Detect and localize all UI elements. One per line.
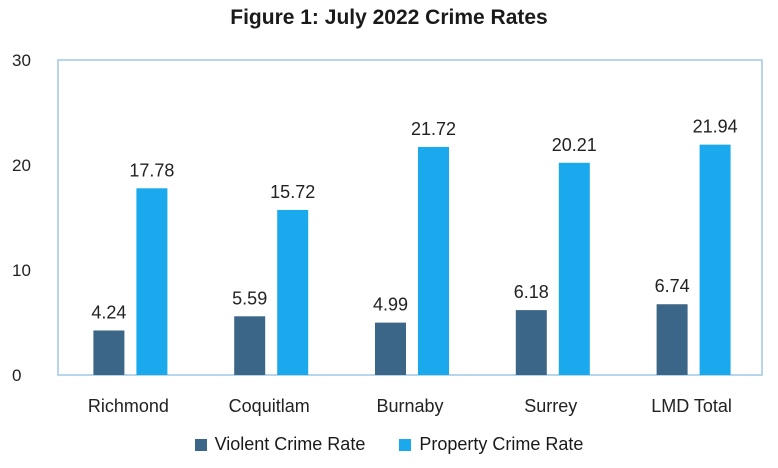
bar-property [418,146,449,375]
chart-title: Figure 1: July 2022 Crime Rates [230,6,548,29]
legend-swatch-property [399,438,412,451]
data-label: 5.59 [232,288,267,308]
bar-violent [234,316,266,375]
bar-violent [656,304,688,375]
data-label: 20.21 [552,135,597,155]
data-label: 21.72 [411,119,456,139]
data-label: 4.99 [373,295,408,315]
x-category-label: LMD Total [651,396,732,416]
bar-property [699,144,731,375]
legend-item-violent: Violent Crime Rate [194,434,366,455]
data-label: 6.74 [655,276,690,296]
data-label: 17.78 [129,160,174,180]
data-label: 4.24 [91,302,126,322]
x-category-label: Coquitlam [229,396,310,416]
bar-violent [375,322,406,375]
y-tick-label: 10 [12,261,31,280]
bar-property [277,209,309,375]
data-label: 15.72 [270,182,315,202]
data-label: 6.18 [514,282,549,302]
y-tick-label: 0 [12,366,21,385]
chart-legend: Violent Crime Rate Property Crime Rate [0,434,778,455]
legend-swatch-violent [194,438,207,451]
y-tick-label: 20 [12,156,31,175]
bar-violent [515,310,547,375]
y-tick-label: 30 [12,51,31,70]
legend-item-property: Property Crime Rate [399,434,583,455]
bar-violent [93,330,125,375]
legend-label-property: Property Crime Rate [419,434,584,454]
bar-property [558,162,590,375]
plot-area [57,59,763,376]
bar-property [136,188,168,375]
data-label: 21.94 [693,117,738,137]
x-category-label: Richmond [88,396,169,416]
bar-chart: 0 10 20 30 4.24 17.78 5.59 15.72 4.99 21.72 6.18 2… [12,51,763,416]
x-category-label: Burnaby [376,396,443,416]
legend-label-violent: Violent Crime Rate [214,434,366,454]
x-category-label: Surrey [524,396,577,416]
